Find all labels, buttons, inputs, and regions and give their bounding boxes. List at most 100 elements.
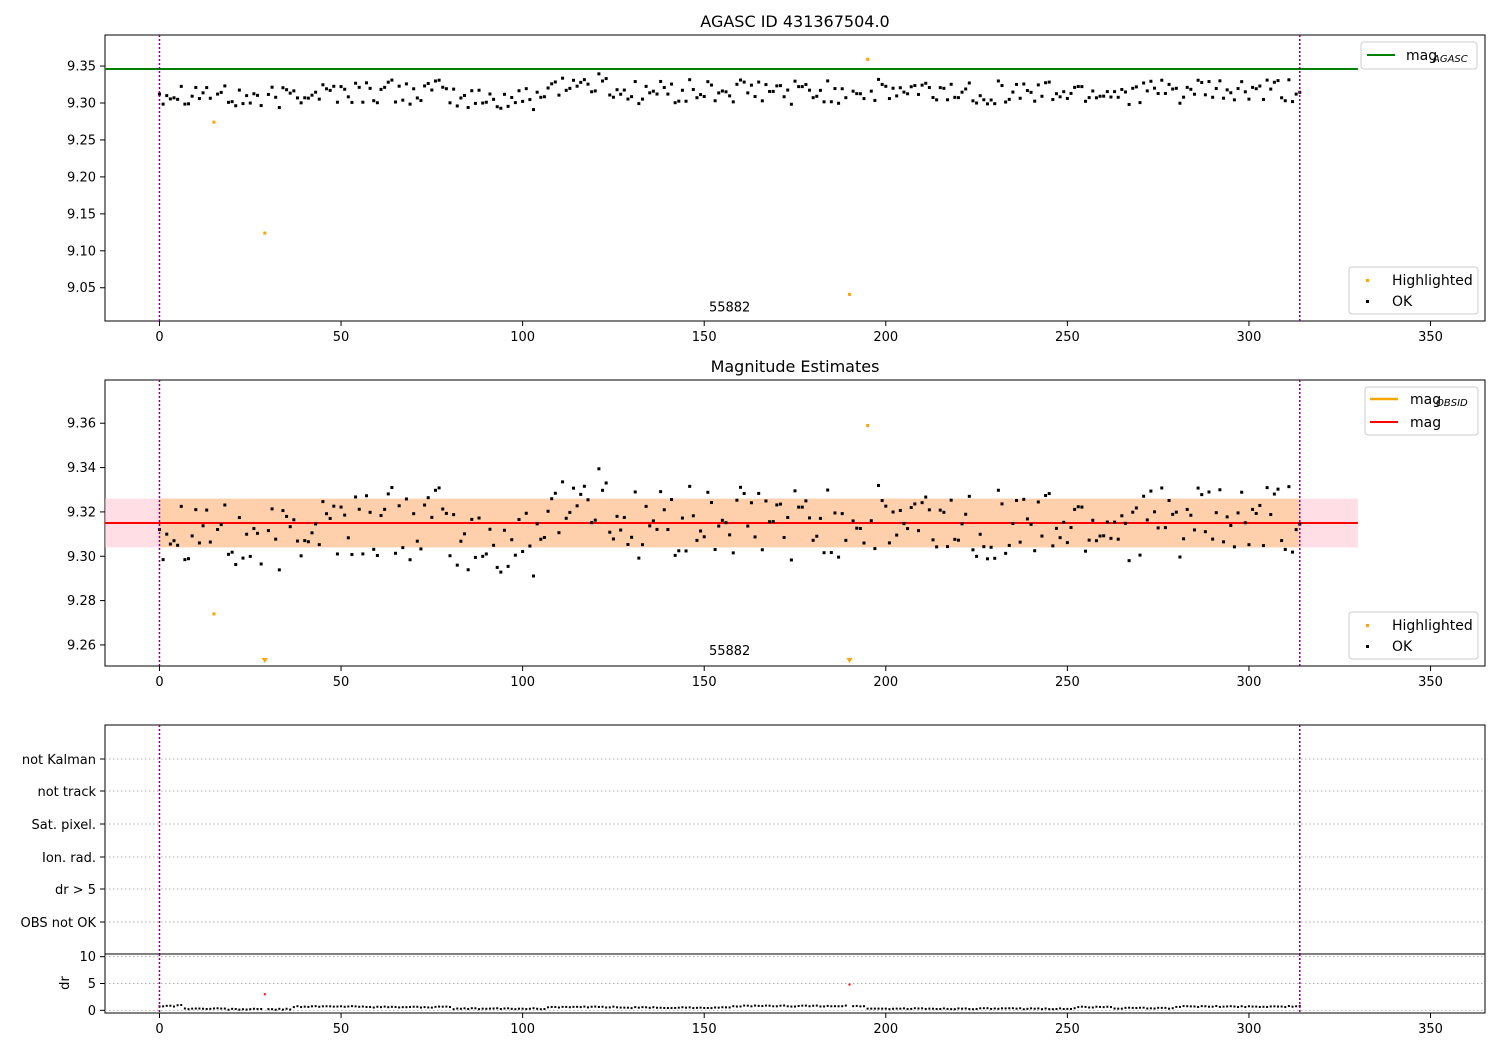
ok-point bbox=[1174, 86, 1178, 90]
ok-point bbox=[176, 97, 180, 101]
dr-point bbox=[1004, 1007, 1007, 1010]
y-tick-label: 9.30 bbox=[67, 550, 96, 565]
ok-point bbox=[550, 82, 554, 86]
ok-point bbox=[935, 98, 939, 102]
ok-point bbox=[811, 538, 815, 542]
ok-point bbox=[1211, 95, 1215, 99]
dr-point bbox=[735, 1005, 738, 1008]
ok-point bbox=[855, 92, 859, 96]
ok-point bbox=[1011, 522, 1015, 526]
dr-point bbox=[445, 1005, 448, 1008]
ok-point bbox=[829, 551, 833, 555]
dr-point bbox=[271, 1008, 274, 1011]
dr-point bbox=[714, 1006, 717, 1009]
dr-point bbox=[1055, 1008, 1058, 1011]
ok-point bbox=[535, 90, 539, 94]
ok-point bbox=[1142, 494, 1146, 498]
ok-point bbox=[1105, 520, 1109, 524]
ok-point bbox=[655, 92, 659, 96]
ok-point bbox=[1080, 505, 1084, 509]
ok-point bbox=[408, 558, 412, 562]
ok-point bbox=[575, 504, 579, 508]
ok-point bbox=[1236, 511, 1240, 515]
ok-point bbox=[1047, 80, 1051, 84]
ok-point bbox=[1156, 526, 1160, 530]
ok-point bbox=[379, 87, 383, 91]
ok-point bbox=[404, 82, 408, 86]
dr-point bbox=[234, 1008, 237, 1011]
dr-point bbox=[1044, 1007, 1047, 1010]
clipped-point-marker bbox=[261, 658, 268, 663]
ok-point bbox=[1247, 97, 1251, 101]
ok-point bbox=[670, 82, 674, 86]
ok-point bbox=[891, 510, 895, 514]
dr-point bbox=[289, 1008, 292, 1011]
dr-point bbox=[510, 1007, 513, 1010]
ok-point bbox=[165, 94, 169, 98]
dr-point bbox=[1244, 1006, 1247, 1009]
dr-point bbox=[1175, 1005, 1178, 1008]
ok-point bbox=[484, 100, 488, 104]
ok-point bbox=[1182, 95, 1186, 99]
legend-highlighted-label: Highlighted bbox=[1392, 618, 1473, 634]
ok-point bbox=[1189, 87, 1193, 91]
ok-point bbox=[419, 547, 423, 551]
ok-point bbox=[924, 495, 928, 499]
dr-point bbox=[438, 1005, 441, 1008]
ok-point bbox=[219, 90, 223, 94]
ok-point bbox=[568, 86, 572, 90]
dr-point bbox=[514, 1008, 517, 1011]
ok-point bbox=[1178, 555, 1182, 559]
ok-point bbox=[1102, 534, 1106, 538]
ok-point bbox=[1214, 86, 1218, 90]
dr-point bbox=[1160, 1006, 1163, 1009]
dr-point bbox=[768, 1004, 771, 1007]
dr-point bbox=[539, 1008, 542, 1011]
ok-point bbox=[1069, 91, 1073, 95]
dr-point bbox=[917, 1007, 920, 1010]
ok-point bbox=[364, 81, 368, 85]
highlighted-point bbox=[263, 231, 267, 235]
ok-point bbox=[245, 532, 249, 536]
ok-point bbox=[793, 489, 797, 493]
ok-point bbox=[1240, 80, 1244, 84]
ok-point bbox=[532, 574, 536, 578]
ok-point bbox=[561, 76, 565, 80]
ok-point bbox=[760, 99, 764, 103]
dr-point bbox=[1291, 1005, 1294, 1008]
ok-point bbox=[924, 81, 928, 85]
ok-point bbox=[1145, 518, 1149, 522]
ok-point bbox=[670, 498, 674, 502]
dr-point bbox=[993, 1007, 996, 1010]
ok-point bbox=[742, 80, 746, 84]
dr-point bbox=[267, 1008, 270, 1011]
dr-point bbox=[256, 1008, 259, 1011]
ok-point bbox=[161, 558, 165, 562]
ok-point bbox=[1203, 530, 1207, 534]
ok-point bbox=[869, 89, 873, 93]
ok-point bbox=[920, 83, 924, 87]
ok-point bbox=[680, 88, 684, 92]
ok-point bbox=[1080, 85, 1084, 89]
dr-point bbox=[194, 1007, 197, 1010]
dr-point bbox=[699, 1006, 702, 1009]
ok-point bbox=[985, 557, 989, 561]
dr-point bbox=[652, 1006, 655, 1009]
ok-point bbox=[651, 519, 655, 523]
dr-point bbox=[242, 1008, 244, 1011]
ok-point bbox=[764, 499, 768, 503]
ok-point bbox=[343, 513, 347, 517]
ok-point bbox=[971, 548, 975, 552]
ok-point bbox=[386, 80, 390, 84]
ok-point bbox=[768, 89, 772, 93]
ok-point bbox=[266, 92, 270, 96]
ok-point bbox=[281, 509, 285, 513]
dr-point bbox=[212, 1007, 215, 1010]
ok-point bbox=[1294, 528, 1298, 532]
ok-point bbox=[248, 101, 252, 105]
dr-point bbox=[162, 1005, 165, 1008]
dr-point bbox=[525, 1008, 528, 1011]
ok-point bbox=[862, 97, 866, 101]
y-tick-label: 9.05 bbox=[67, 281, 96, 296]
dr-point bbox=[1040, 1008, 1043, 1011]
